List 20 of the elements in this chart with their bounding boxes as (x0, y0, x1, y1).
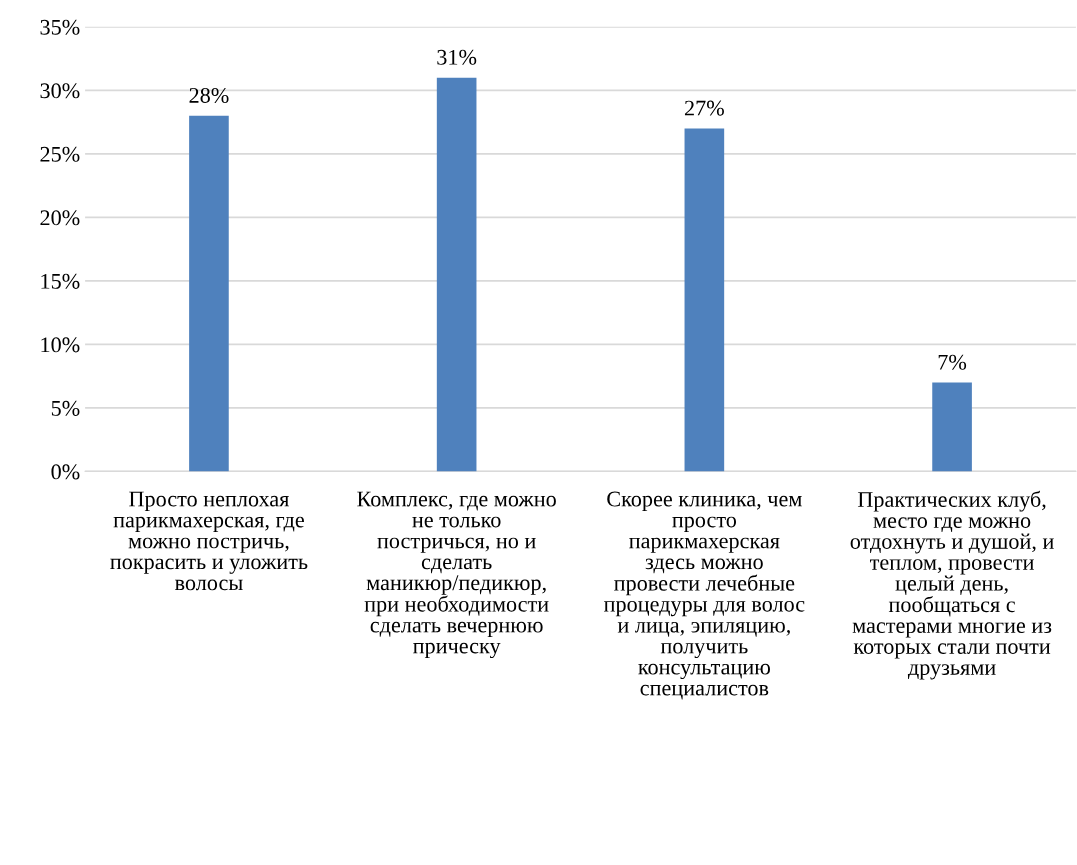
bar (932, 382, 972, 472)
category-label: Практических клуб, место где можно отдохнуть и душой, и теплом, провести целый день, пообщаться с мастерами многие из которых стали почти друзьями (850, 490, 1054, 680)
y-tick-label: 25% (40, 146, 80, 162)
y-tick-label: 20% (40, 210, 80, 226)
bar (436, 77, 477, 472)
x-tick-label: Просто неплохая парикмахерская, где можно постричь, покрасить и уложить волосы (110, 491, 308, 591)
data-label: 27% (684, 100, 724, 116)
bar (684, 128, 725, 472)
data-label: 28% (189, 87, 229, 103)
category-label: Скорее клиника, чем просто парикмахерская здесь можно провести лечебные процедуры для волос и лица, эпиляцию, получить консультацию специалистов (603, 491, 805, 700)
y-tick-label: 15% (41, 273, 80, 289)
y-tick-label: 5% (51, 400, 80, 416)
data-label: 7% (938, 354, 967, 370)
y-tick-label: 0% (51, 464, 80, 480)
y-tick-label: 30% (40, 83, 80, 99)
bar (189, 115, 229, 472)
x-tick-label: Комплекс, где можно не только постричься, но и сделать маникюр/педикюр, при необходимости сделать вечернюю прическу (357, 491, 556, 659)
y-tick-label: 10% (41, 337, 80, 353)
y-tick-label: 35% (40, 19, 80, 35)
data-label: 31% (437, 49, 477, 65)
